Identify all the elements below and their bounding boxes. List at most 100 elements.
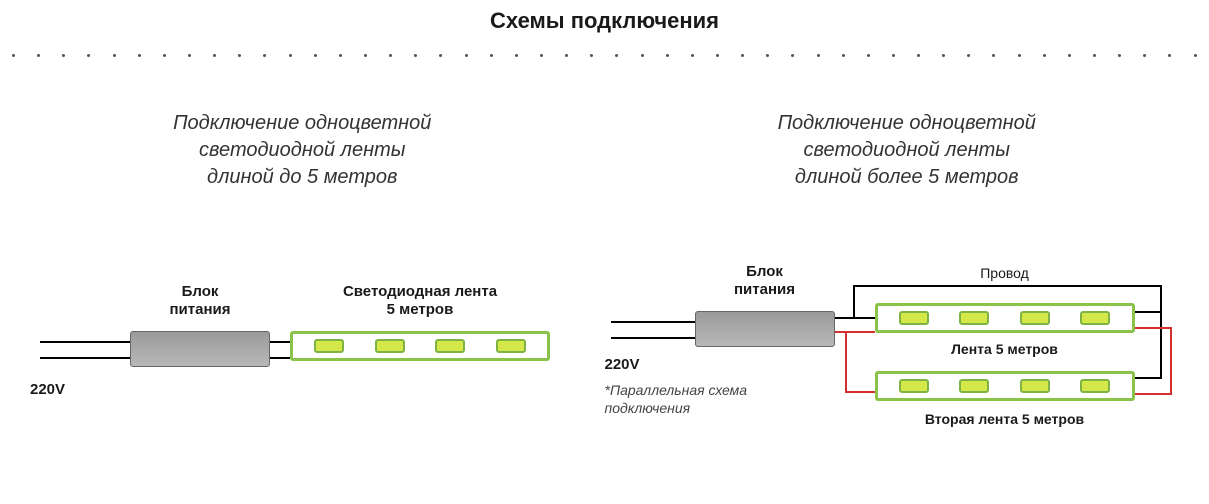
output-wire-top xyxy=(270,341,290,343)
dot xyxy=(1068,54,1071,57)
led-chip xyxy=(314,339,344,353)
dot xyxy=(389,54,392,57)
dot xyxy=(339,54,342,57)
dot xyxy=(992,54,995,57)
dot xyxy=(113,54,116,57)
led-chip xyxy=(435,339,465,353)
wire-red xyxy=(1135,393,1172,395)
text: подключения xyxy=(605,400,691,416)
wire-black xyxy=(1160,285,1162,377)
input-wire-top xyxy=(611,321,695,323)
dot xyxy=(817,54,820,57)
led-chip xyxy=(899,311,929,325)
dot xyxy=(666,54,669,57)
wire-red xyxy=(845,391,875,393)
scheme-subtitle: Подключение одноцветной светодиодной лен… xyxy=(605,110,1209,191)
dot xyxy=(590,54,593,57)
dot xyxy=(1168,54,1171,57)
dot xyxy=(364,54,367,57)
parallel-note: *Параллельная схема подключения xyxy=(605,381,825,417)
output-wire-bottom xyxy=(270,357,290,359)
dot xyxy=(188,54,191,57)
diagram-left: Блок питания Светодиодная лента 5 метров… xyxy=(0,231,605,471)
dot xyxy=(37,54,40,57)
subtitle-line: светодиодной ленты xyxy=(804,139,1010,161)
dot xyxy=(263,54,266,57)
dot xyxy=(867,54,870,57)
page-title: Схемы подключения xyxy=(0,0,1209,34)
led-strip-1 xyxy=(875,303,1135,333)
dot xyxy=(1018,54,1021,57)
dot xyxy=(641,54,644,57)
input-wire-bottom xyxy=(40,357,130,359)
dot xyxy=(1194,54,1197,57)
wire-red xyxy=(835,331,875,333)
dot xyxy=(791,54,794,57)
dot xyxy=(163,54,166,57)
led-chip xyxy=(959,311,989,325)
dot xyxy=(62,54,65,57)
dot xyxy=(238,54,241,57)
dot xyxy=(967,54,970,57)
dot xyxy=(1143,54,1146,57)
led-chip xyxy=(496,339,526,353)
power-supply-block xyxy=(695,311,835,347)
text: Светодиодная лента 5 метров xyxy=(343,283,497,318)
text: Блок питания xyxy=(734,263,795,298)
strip2-label: Вторая лента 5 метров xyxy=(875,411,1135,428)
led-chip xyxy=(1020,311,1050,325)
input-wire-top xyxy=(40,341,130,343)
dot xyxy=(842,54,845,57)
dot xyxy=(540,54,543,57)
subtitle-line: длиной до 5 метров xyxy=(207,166,397,188)
scheme-single-strip: Подключение одноцветной светодиодной лен… xyxy=(0,110,605,471)
scheme-parallel-strips: Подключение одноцветной светодиодной лен… xyxy=(605,110,1209,471)
voltage-label: 220V xyxy=(30,381,65,399)
dot xyxy=(490,54,493,57)
wire-red xyxy=(845,331,847,393)
wire-black xyxy=(1135,311,1162,313)
text: *Параллельная схема xyxy=(605,382,748,398)
dot xyxy=(314,54,317,57)
dot xyxy=(766,54,769,57)
led-chip xyxy=(1080,311,1110,325)
dot xyxy=(289,54,292,57)
led-chip xyxy=(959,379,989,393)
scheme-subtitle: Подключение одноцветной светодиодной лен… xyxy=(0,110,605,191)
dot xyxy=(87,54,90,57)
schemes-container: Подключение одноцветной светодиодной лен… xyxy=(0,110,1209,471)
wire-red xyxy=(1170,327,1172,395)
dot xyxy=(465,54,468,57)
strip-label: Светодиодная лента 5 метров xyxy=(290,283,550,319)
subtitle-line: длиной более 5 метров xyxy=(795,166,1019,188)
dot xyxy=(414,54,417,57)
wire-black xyxy=(853,285,1160,287)
dot xyxy=(515,54,518,57)
dot xyxy=(138,54,141,57)
led-chip xyxy=(1080,379,1110,393)
power-supply-block xyxy=(130,331,270,367)
dot xyxy=(1043,54,1046,57)
led-chip xyxy=(375,339,405,353)
wire-label: Провод xyxy=(935,265,1075,282)
wire-black xyxy=(853,285,855,319)
divider-dots xyxy=(0,54,1209,64)
dot xyxy=(615,54,618,57)
dot xyxy=(691,54,694,57)
voltage-label: 220V xyxy=(605,356,640,374)
dot xyxy=(439,54,442,57)
subtitle-line: светодиодной ленты xyxy=(199,139,405,161)
dot xyxy=(892,54,895,57)
input-wire-bottom xyxy=(611,337,695,339)
dot xyxy=(1118,54,1121,57)
led-strip xyxy=(290,331,550,361)
dot xyxy=(942,54,945,57)
strip1-label: Лента 5 метров xyxy=(875,341,1135,358)
psu-label: Блок питания xyxy=(130,283,270,319)
diagram-right: Блок питания Провод xyxy=(605,231,1209,471)
led-chip xyxy=(1020,379,1050,393)
dot xyxy=(12,54,15,57)
dot xyxy=(741,54,744,57)
wire-black xyxy=(1135,377,1162,379)
wire-red xyxy=(1135,327,1172,329)
